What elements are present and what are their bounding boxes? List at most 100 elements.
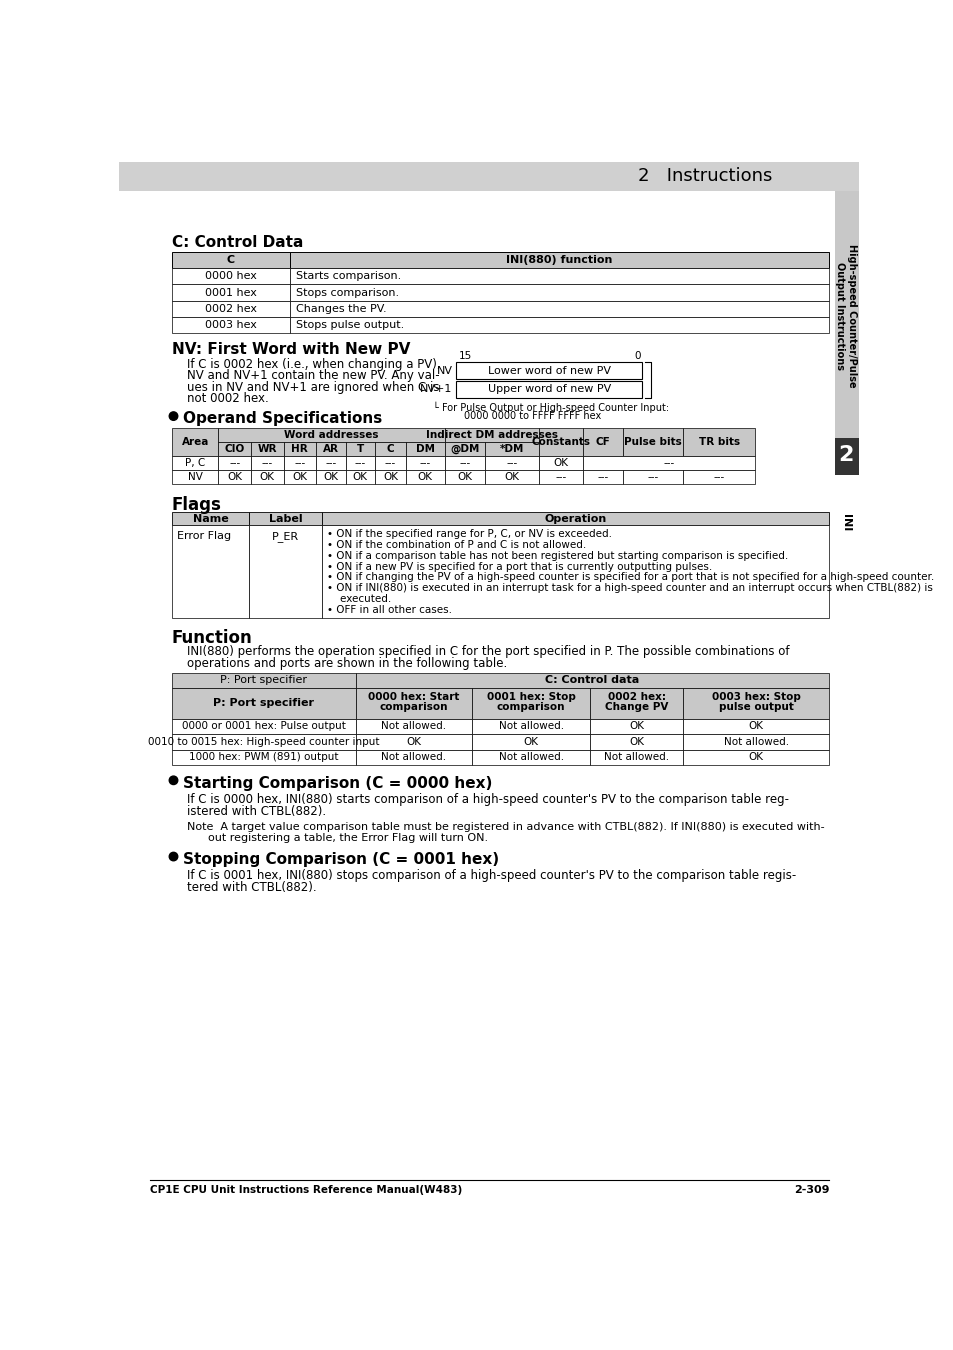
Text: ---: ---	[597, 472, 608, 482]
Bar	[456, 381, 641, 398]
Text: 0001 hex: 0001 hex	[205, 288, 256, 297]
Text: NV: NV	[436, 366, 452, 375]
Text: 0002 hex:: 0002 hex:	[607, 691, 665, 702]
Bar	[172, 428, 218, 456]
Bar	[315, 443, 345, 456]
Text: OK: OK	[406, 737, 421, 747]
Bar	[172, 688, 355, 718]
Bar	[682, 428, 754, 456]
Text: Indirect DM addresses: Indirect DM addresses	[426, 431, 558, 440]
Text: Not allowed.: Not allowed.	[381, 752, 446, 763]
Text: Note  A target value comparison table must be registered in advance with CTBL(88: Note A target value comparison table mus…	[187, 822, 824, 832]
Text: OK: OK	[259, 472, 274, 482]
Text: OK: OK	[504, 472, 519, 482]
Text: Pulse bits: Pulse bits	[623, 437, 681, 447]
Bar	[315, 456, 345, 470]
Bar	[218, 428, 444, 443]
Bar	[172, 285, 290, 301]
Text: Name: Name	[193, 513, 229, 524]
Text: Lower word of new PV: Lower word of new PV	[487, 366, 610, 375]
Text: OK: OK	[748, 721, 763, 732]
Bar	[251, 456, 283, 470]
Circle shape	[169, 852, 177, 861]
Text: 0003 hex: Stop: 0003 hex: Stop	[711, 691, 800, 702]
Bar	[172, 525, 249, 618]
Text: • ON if a comparison table has not been registered but starting comparison is sp: • ON if a comparison table has not been …	[327, 551, 787, 560]
Bar	[172, 301, 290, 317]
Bar	[218, 443, 251, 456]
Bar	[290, 301, 828, 317]
Text: pulse output: pulse output	[719, 702, 793, 711]
Bar	[172, 252, 290, 269]
Bar	[444, 456, 484, 470]
Bar	[682, 688, 828, 718]
Bar	[172, 749, 355, 765]
Text: 0000 hex: 0000 hex	[205, 271, 256, 281]
Text: Stops comparison.: Stops comparison.	[295, 288, 398, 297]
Text: Constants: Constants	[531, 437, 590, 447]
Text: comparison: comparison	[497, 702, 565, 711]
Text: OK: OK	[523, 737, 538, 747]
Text: TR bits: TR bits	[698, 437, 739, 447]
Text: 0003 hex: 0003 hex	[205, 320, 256, 329]
Text: OK: OK	[323, 472, 338, 482]
Bar	[375, 470, 406, 483]
Text: If C is 0002 hex (i.e., when changing a PV),: If C is 0002 hex (i.e., when changing a …	[187, 358, 440, 371]
Text: INI: INI	[841, 514, 850, 531]
Bar	[290, 317, 828, 333]
Text: ---: ---	[294, 458, 305, 468]
Text: 0010 to 0015 hex: High-speed counter input: 0010 to 0015 hex: High-speed counter inp…	[148, 737, 379, 747]
Bar	[290, 269, 828, 285]
Text: • ON if changing the PV of a high-speed counter is specified for a port that is : • ON if changing the PV of a high-speed …	[327, 572, 933, 582]
Text: 0000 or 0001 hex: Pulse output: 0000 or 0001 hex: Pulse output	[182, 721, 345, 732]
Text: Flags: Flags	[172, 497, 222, 514]
Text: P: Port specifier: P: Port specifier	[220, 675, 307, 686]
Text: OK: OK	[553, 458, 568, 468]
Text: • OFF in all other cases.: • OFF in all other cases.	[327, 605, 452, 614]
Text: OK: OK	[748, 752, 763, 763]
Bar	[172, 718, 355, 734]
Text: *DM: *DM	[499, 444, 524, 454]
Text: CP1E CPU Unit Instructions Reference Manual(W483): CP1E CPU Unit Instructions Reference Man…	[150, 1184, 462, 1195]
Text: ---: ---	[458, 458, 470, 468]
Text: 2: 2	[838, 444, 853, 464]
Text: Not allowed.: Not allowed.	[723, 737, 788, 747]
Text: ---: ---	[325, 458, 336, 468]
Bar	[484, 470, 538, 483]
Bar	[444, 428, 538, 443]
Text: ---: ---	[506, 458, 517, 468]
Bar	[375, 456, 406, 470]
Text: Starts comparison.: Starts comparison.	[295, 271, 401, 281]
Bar	[119, 162, 858, 192]
Text: HR: HR	[292, 444, 308, 454]
Text: OK: OK	[382, 472, 397, 482]
Text: Operation: Operation	[544, 513, 606, 524]
Bar	[172, 269, 290, 285]
Text: ues in NV and NV+1 are ignored when C is: ues in NV and NV+1 are ignored when C is	[187, 381, 439, 394]
Text: T: T	[356, 444, 363, 454]
Text: Change PV: Change PV	[604, 702, 668, 711]
Text: 0: 0	[634, 351, 640, 362]
Text: OK: OK	[417, 472, 433, 482]
Circle shape	[169, 776, 177, 784]
Bar	[538, 456, 582, 470]
Text: If C is 0000 hex, INI(880) starts comparison of a high-speed counter's PV to the: If C is 0000 hex, INI(880) starts compar…	[187, 792, 789, 806]
Text: • ON if the specified range for P, C, or NV is exceeded.: • ON if the specified range for P, C, or…	[327, 529, 611, 539]
Bar	[834, 475, 858, 567]
Text: OK: OK	[227, 472, 242, 482]
Bar	[538, 470, 582, 483]
Bar	[283, 443, 315, 456]
Text: ---: ---	[229, 458, 240, 468]
Text: P: Port specifier: P: Port specifier	[213, 698, 314, 709]
Bar	[345, 456, 375, 470]
Bar	[172, 456, 218, 470]
Text: 0000 0000 to FFFF FFFF hex: 0000 0000 to FFFF FFFF hex	[464, 410, 600, 421]
Bar	[283, 456, 315, 470]
Bar	[590, 688, 682, 718]
Text: 0002 hex: 0002 hex	[205, 304, 256, 313]
Text: OK: OK	[456, 472, 472, 482]
Text: OK: OK	[292, 472, 307, 482]
Text: AR: AR	[322, 444, 338, 454]
Text: OK: OK	[353, 472, 368, 482]
Text: 0000 hex: Start: 0000 hex: Start	[368, 691, 459, 702]
